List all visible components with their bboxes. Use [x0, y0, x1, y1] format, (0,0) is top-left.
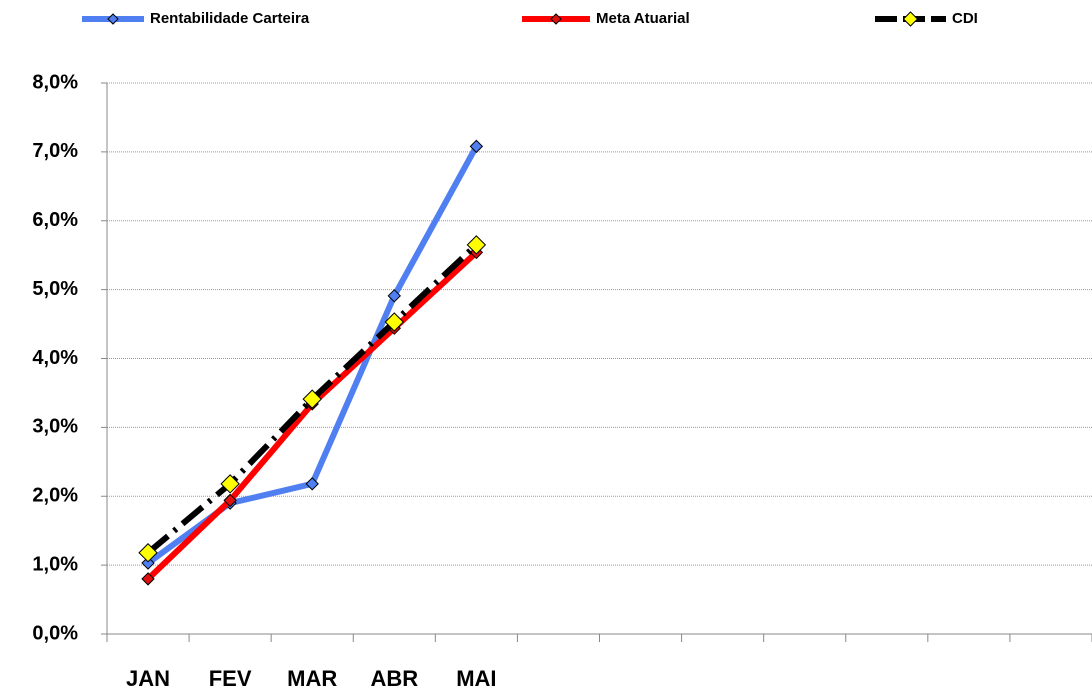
series-line: [146, 144, 480, 566]
legend-marker: [902, 11, 919, 27]
y-tick-label: 3,0%: [32, 416, 78, 438]
legend-label: Rentabilidade Carteira: [150, 10, 310, 27]
marker: [384, 312, 404, 332]
legend-label: CDI: [952, 10, 978, 27]
marker: [305, 477, 319, 491]
marker: [220, 474, 240, 494]
legend-marker: [107, 13, 119, 25]
x-tick-label: MAI: [456, 666, 496, 691]
x-tick-label: JAN: [126, 666, 170, 691]
y-tick-label: 6,0%: [32, 209, 78, 231]
series-line: [145, 250, 479, 582]
marker: [466, 235, 487, 255]
x-tick-label: ABR: [370, 666, 418, 691]
marker: [302, 389, 322, 409]
marker: [141, 572, 155, 586]
marker: [141, 556, 155, 570]
marker: [387, 289, 401, 303]
legend-marker: [550, 13, 562, 25]
marker: [138, 543, 158, 563]
y-tick-label: 7,0%: [32, 140, 78, 162]
y-tick-label: 5,0%: [32, 278, 78, 300]
x-tick-label: FEV: [209, 666, 252, 691]
marker: [223, 493, 237, 508]
y-tick-label: 8,0%: [32, 71, 78, 93]
x-tick-label: MAR: [287, 666, 337, 691]
y-tick-label: 2,0%: [32, 485, 78, 507]
y-tick-label: 0,0%: [32, 622, 78, 644]
y-tick-label: 1,0%: [32, 553, 78, 575]
legend-label: Meta Atuarial: [596, 10, 690, 27]
y-tick-label: 4,0%: [32, 347, 78, 369]
marker: [469, 139, 484, 154]
